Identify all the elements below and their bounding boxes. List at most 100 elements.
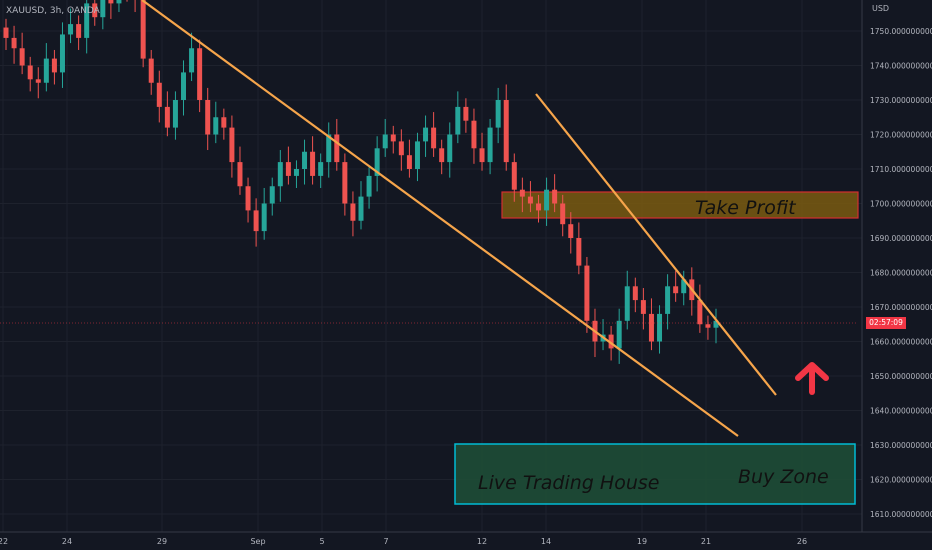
candle-body (237, 162, 243, 187)
candle-body (156, 82, 162, 107)
candle-body (358, 196, 364, 221)
candle-body (382, 134, 388, 149)
candle-body (11, 37, 17, 49)
candle-body (302, 151, 308, 169)
candle-body (398, 141, 404, 156)
candle-body (205, 100, 211, 135)
time-tick-label: Sep (250, 537, 265, 546)
candle-body (584, 265, 590, 321)
price-tick-label: 1740.000000000 (870, 62, 932, 71)
price-tick-label: 1720.000000000 (870, 131, 932, 140)
candle-body (27, 65, 33, 80)
trendline-lower[interactable] (141, 0, 739, 437)
candle-body (552, 189, 558, 204)
time-tick-label: 22 (0, 537, 8, 546)
candle-body (447, 134, 453, 163)
candle-body (431, 127, 437, 149)
candle-body (213, 117, 219, 135)
candle-body (665, 286, 671, 314)
candle-body (253, 210, 259, 232)
candle-body (479, 148, 485, 163)
candle-body (503, 100, 509, 163)
take-profit-label: Take Profit (695, 197, 797, 219)
candle-body (261, 203, 267, 232)
candle-body (576, 238, 582, 266)
candle-body (697, 300, 703, 325)
candle-body (544, 189, 550, 211)
time-axis[interactable]: 22 24 29 Sep 5 7 12 14 19 21 26 (0, 537, 807, 546)
price-tick-label: 1690.000000000 (870, 234, 932, 243)
price-tick-label: 1730.000000000 (870, 96, 932, 105)
candle-body (140, 0, 146, 59)
trendline-upper[interactable] (535, 93, 777, 396)
candle-body (310, 151, 316, 176)
candle-body (293, 169, 299, 176)
candle-body (471, 120, 477, 149)
candle-body (713, 320, 719, 328)
candle-body (681, 279, 687, 294)
candle-body (84, 3, 90, 38)
candle-body (657, 313, 663, 342)
time-tick-label: 21 (701, 537, 711, 546)
candle-body (616, 320, 622, 349)
candle-body (640, 300, 646, 314)
candle-body (560, 203, 566, 225)
candle-body (221, 117, 227, 128)
candle-body (350, 203, 356, 221)
candle-body (463, 106, 469, 121)
symbol-label: XAUUSD, 3h, OANDA (6, 6, 100, 16)
candle-body (51, 58, 57, 73)
candle-body (100, 0, 106, 18)
price-tick-label: 1630.000000000 (870, 441, 932, 450)
candle-body (632, 286, 638, 301)
buy-zone[interactable] (454, 443, 856, 505)
candle-body (705, 324, 711, 328)
candle-body (181, 72, 186, 100)
candle-body (116, 0, 122, 4)
price-tick-label: 1670.000000000 (870, 303, 932, 312)
last-price-tag: 02:57:09 (866, 317, 906, 329)
price-tick-label: 1610.000000000 (870, 510, 932, 519)
candle-body (19, 48, 25, 66)
candle-body (624, 286, 630, 321)
candle-body (148, 58, 154, 83)
candle-body (108, 0, 114, 4)
price-axis[interactable]: 1750.000000000 1740.000000000 1730.0000000… (870, 27, 932, 519)
candle-body (229, 127, 235, 163)
candle-body (608, 334, 614, 349)
live-trading-label: Live Trading House (478, 472, 659, 494)
candle-body (390, 134, 396, 142)
candle-body (366, 175, 372, 197)
currency-label: USD (872, 4, 890, 13)
candle-body (455, 106, 461, 135)
candle-body (245, 186, 251, 211)
candle-body (3, 27, 9, 38)
candle-body (511, 162, 517, 190)
time-tick-label: 29 (157, 537, 167, 546)
candle-body (35, 79, 41, 83)
time-tick-label: 14 (541, 537, 551, 546)
candle-body (326, 134, 332, 163)
candle-body (43, 58, 49, 83)
time-tick-label: 19 (637, 537, 647, 546)
candle-body (568, 224, 574, 238)
arrow-up-icon (795, 362, 829, 395)
candle-body (536, 203, 541, 211)
candle-body (172, 100, 178, 128)
candle-body (334, 134, 340, 163)
candle-body (439, 148, 445, 163)
candle-body (277, 162, 283, 187)
price-tick-label: 1710.000000000 (870, 165, 932, 174)
price-tick-label: 1680.000000000 (870, 269, 932, 278)
buy-zone-label: Buy Zone (738, 466, 829, 488)
candle-body (76, 24, 82, 38)
candle-body (374, 148, 380, 176)
candle-body (495, 100, 501, 128)
price-tick-label: 1650.000000000 (870, 372, 932, 381)
candle-body (285, 162, 291, 176)
time-tick-label: 5 (319, 537, 324, 546)
price-tick-label: 1750.000000000 (870, 27, 932, 36)
candle-body (68, 24, 74, 35)
candle-body (423, 127, 429, 142)
